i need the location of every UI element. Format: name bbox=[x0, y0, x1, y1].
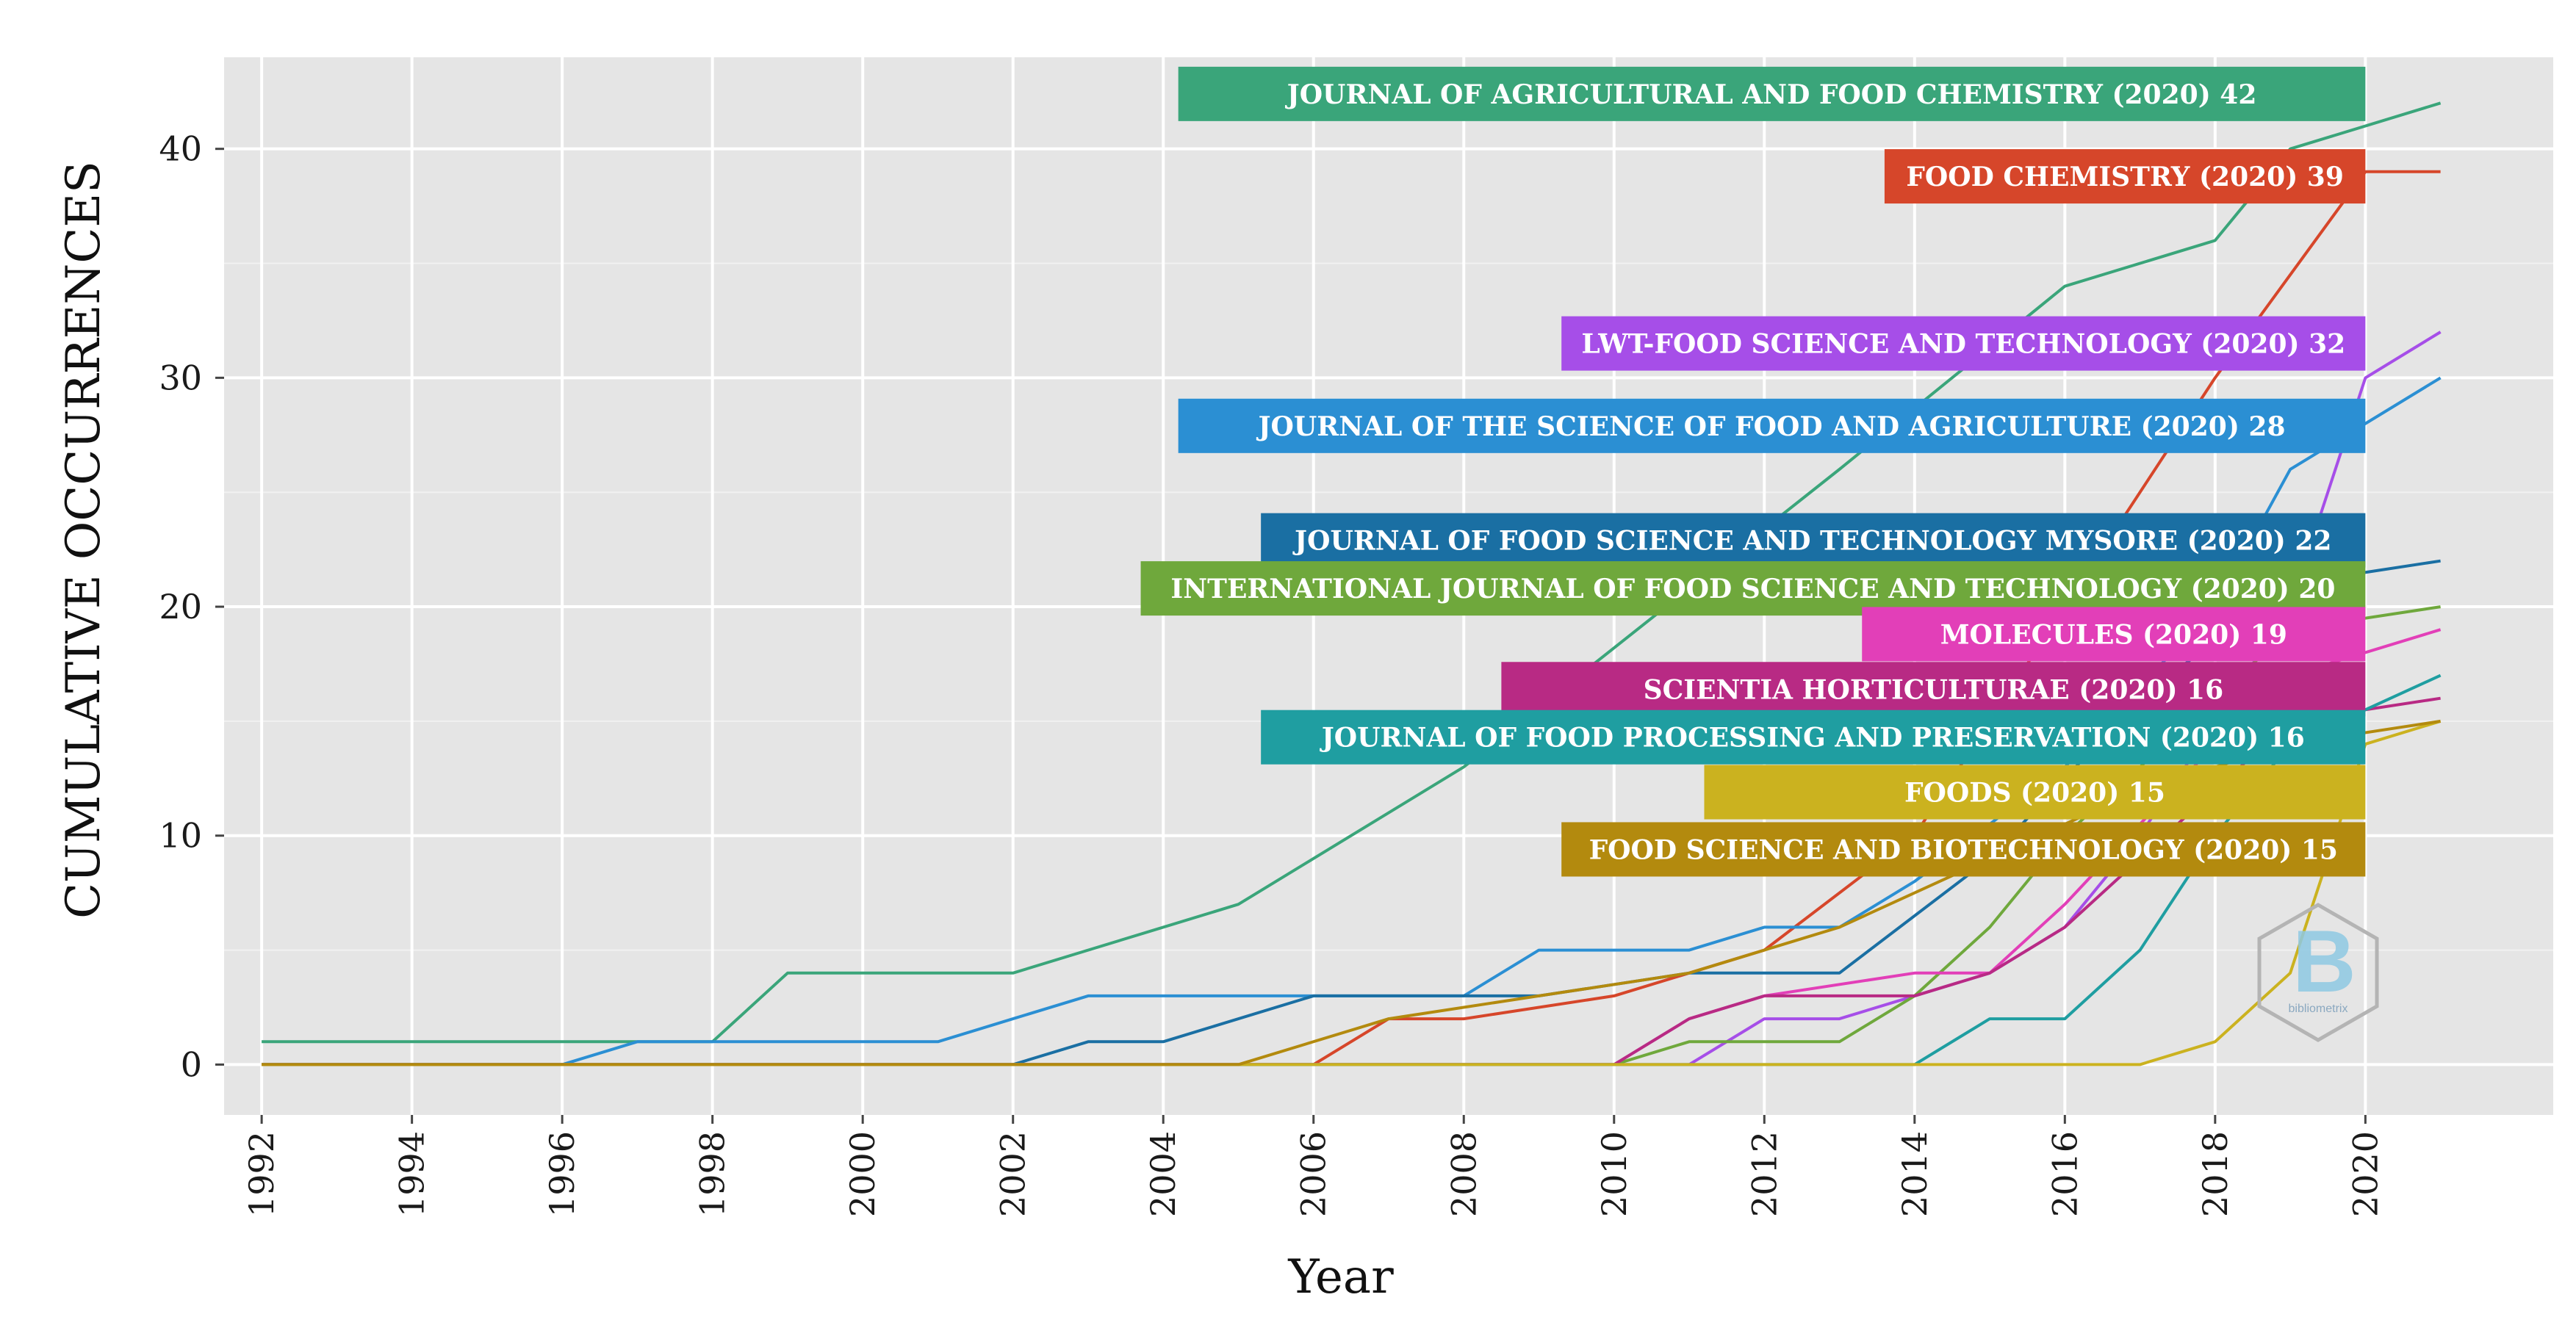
series-label: LWT-FOOD SCIENCE AND TECHNOLOGY (2020) 3… bbox=[1581, 329, 2345, 360]
x-tick-label: 2000 bbox=[843, 1131, 882, 1217]
series-label-box bbox=[1884, 149, 2366, 204]
x-tick-label: 2006 bbox=[1294, 1131, 1334, 1217]
series-label-box bbox=[1862, 607, 2366, 662]
y-tick-label: 30 bbox=[159, 358, 202, 397]
x-tick-label: 2008 bbox=[1444, 1131, 1483, 1217]
x-tick-label: 2012 bbox=[1744, 1131, 1784, 1217]
series-line bbox=[262, 101, 2442, 1044]
svg-text:bibliometrix: bibliometrix bbox=[2289, 1003, 2348, 1015]
y-tick-label: 0 bbox=[181, 1044, 202, 1084]
series-label-box bbox=[1561, 822, 2366, 877]
x-tick-label: 2002 bbox=[993, 1131, 1033, 1217]
x-tick-label: 1996 bbox=[542, 1131, 582, 1217]
series-label-box bbox=[1178, 66, 2366, 121]
series-label-box bbox=[1140, 561, 2366, 616]
series-label: FOODS (2020) 15 bbox=[1904, 778, 2165, 809]
x-axis-title: Year bbox=[1287, 1250, 1394, 1304]
x-axis-ticks: 1992 1994 1996 1998 2000 2002 2004 2006 2008 2010… bbox=[242, 1115, 2385, 1217]
x-tick-label: 2010 bbox=[1594, 1131, 1634, 1217]
x-tick-label: 2020 bbox=[2345, 1131, 2385, 1217]
series-label-box bbox=[1178, 398, 2366, 453]
series-label: FOOD SCIENCE AND BIOTECHNOLOGY (2020) 15 bbox=[1589, 834, 2338, 865]
series-label-box bbox=[1261, 513, 2366, 568]
y-axis-title: CUMULATIVE OCCURRENCES bbox=[57, 161, 111, 919]
y-tick-label: 10 bbox=[159, 816, 202, 856]
series-label: JOURNAL OF FOOD SCIENCE AND TECHNOLOGY M… bbox=[1292, 526, 2331, 557]
series-labels: JOURNAL OF AGRICULTURAL AND FOOD CHEMIST… bbox=[1140, 66, 2366, 877]
x-tick-label: 2014 bbox=[1895, 1131, 1935, 1217]
series-label: FOOD CHEMISTRY (2020) 39 bbox=[1906, 162, 2344, 192]
series-label-box bbox=[1501, 662, 2366, 717]
series-label: JOURNAL OF THE SCIENCE OF FOOD AND AGRIC… bbox=[1256, 411, 2286, 442]
x-tick-label: 2004 bbox=[1143, 1131, 1183, 1217]
series-line bbox=[262, 719, 2442, 1066]
series-label: MOLECULES (2020) 19 bbox=[1940, 619, 2287, 650]
series-label-box bbox=[1261, 710, 2366, 765]
series-label-box bbox=[1704, 765, 2366, 820]
series-label: SCIENTIA HORTICULTURAE (2020) 16 bbox=[1644, 674, 2224, 705]
svg-text:B: B bbox=[2292, 912, 2356, 1011]
x-tick-label: 1998 bbox=[693, 1131, 733, 1217]
y-axis-ticks: 0 10 20 30 40 bbox=[159, 129, 224, 1084]
series-label: INTERNATIONAL JOURNAL OF FOOD SCIENCE AN… bbox=[1170, 574, 2335, 604]
y-tick-label: 40 bbox=[159, 129, 202, 169]
x-tick-label: 2016 bbox=[2045, 1131, 2084, 1217]
series-label: JOURNAL OF FOOD PROCESSING AND PRESERVAT… bbox=[1320, 723, 2305, 754]
y-tick-label: 20 bbox=[159, 587, 202, 627]
x-tick-label: 1994 bbox=[392, 1131, 432, 1217]
series-label: JOURNAL OF AGRICULTURAL AND FOOD CHEMIST… bbox=[1285, 79, 2257, 110]
x-tick-label: 2018 bbox=[2195, 1131, 2235, 1217]
x-tick-label: 1992 bbox=[242, 1131, 281, 1217]
series-label-box bbox=[1561, 316, 2366, 371]
bibliometrix-watermark: B bibliometrix bbox=[2257, 903, 2379, 1042]
